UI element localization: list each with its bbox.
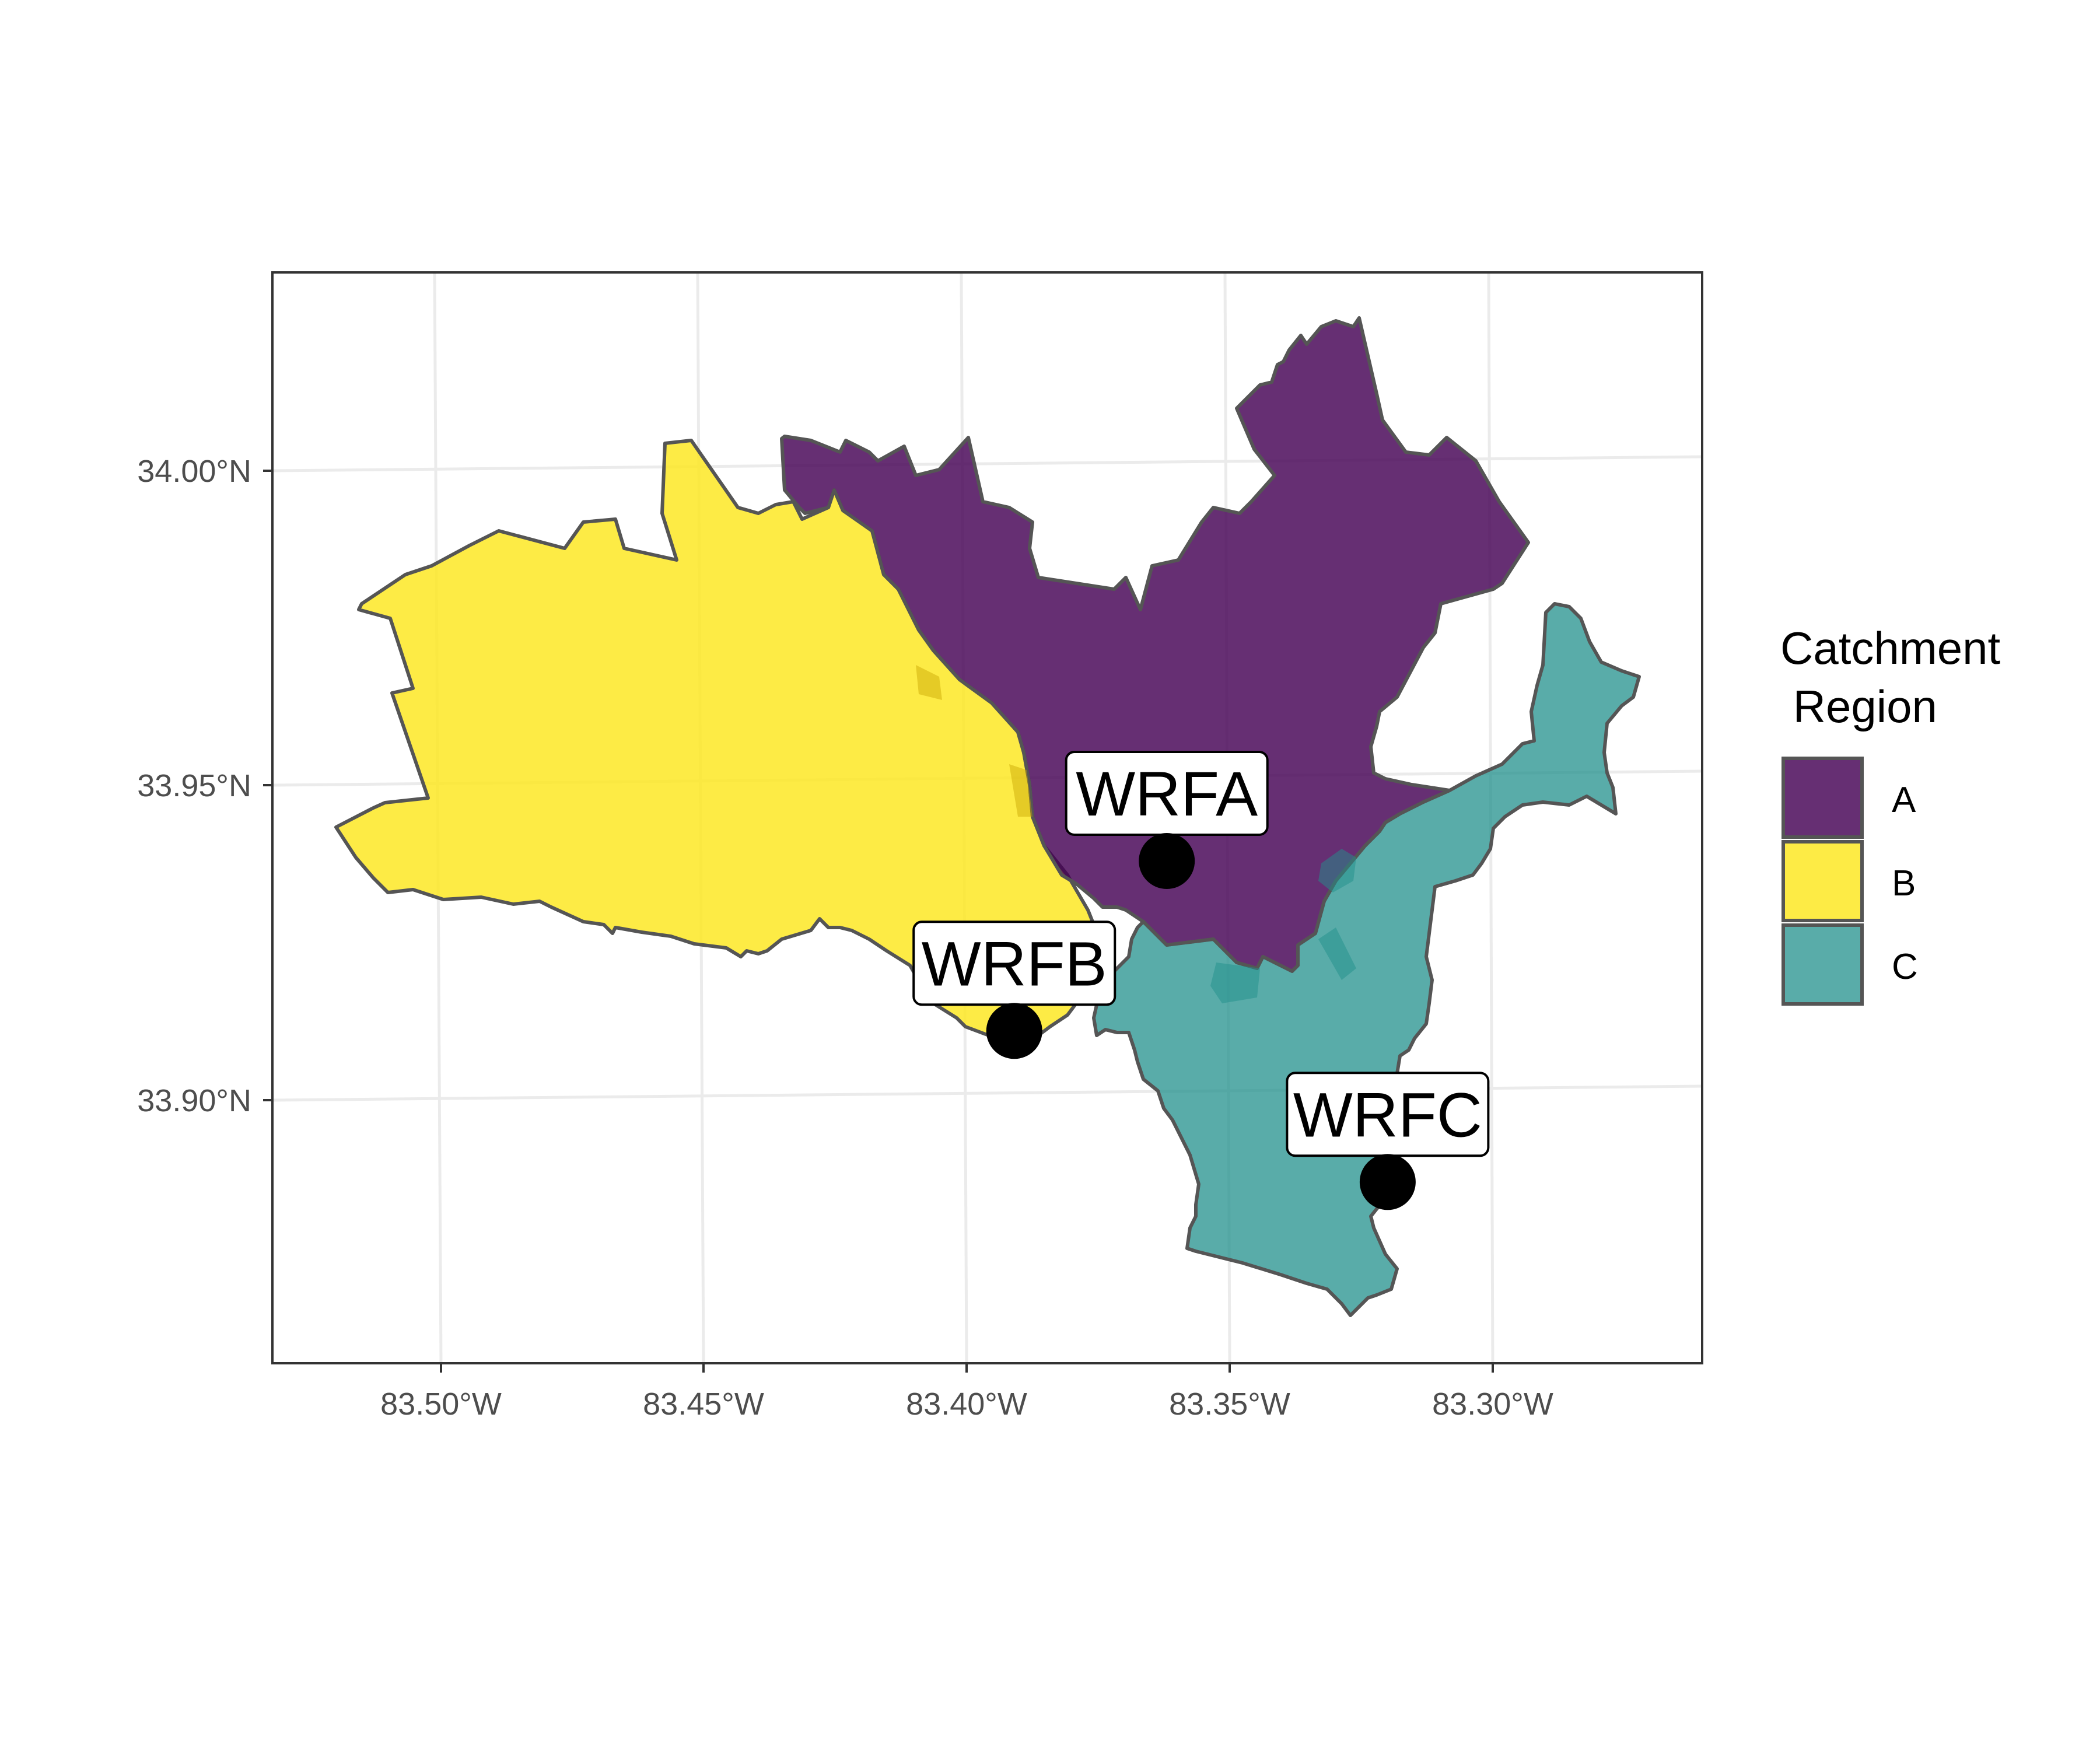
site-marker: [986, 1003, 1042, 1059]
site-label-text: WRFA: [1076, 758, 1258, 829]
legend-swatch-b: [1782, 840, 1864, 922]
site-marker: [1139, 832, 1195, 889]
legend-swatch-c: [1782, 923, 1864, 1006]
x-tick-label: 83.40°W: [906, 1387, 1027, 1422]
legend: Catchment Region A B C: [1780, 622, 2000, 1006]
x-tick-label: 83.35°W: [1169, 1387, 1290, 1422]
legend-swatch-a: [1782, 757, 1864, 839]
region-c: [1092, 602, 1641, 1317]
legend-label-b: B: [1892, 863, 1916, 904]
x-tick-label: 83.30°W: [1432, 1387, 1553, 1422]
y-tick-label: 33.95°N: [137, 768, 251, 803]
sites-layer: WRFA WRFB WRFC: [912, 750, 1490, 1210]
site-marker: [1359, 1154, 1416, 1210]
region-a: [780, 316, 1530, 973]
legend-title-line1: Catchment: [1780, 622, 2000, 674]
legend-label-c: C: [1892, 947, 1918, 987]
region-overlap: [1009, 764, 1032, 817]
region-overlap: [1318, 928, 1356, 980]
plot-panel-border: [271, 271, 1703, 1364]
x-tick-label: 83.45°W: [643, 1387, 764, 1422]
region-overlap: [1210, 963, 1260, 1003]
legend-label-a: A: [1892, 780, 1916, 820]
region-overlap: [1318, 849, 1356, 892]
y-tick-label: 34.00°N: [137, 454, 251, 489]
site-wrfc: WRFC: [1286, 1072, 1490, 1210]
site-wrfa: WRFA: [1065, 750, 1269, 889]
x-tick-label: 83.50°W: [380, 1387, 502, 1422]
site-wrfb: WRFB: [912, 921, 1116, 1059]
legend-title-line2: Region: [1780, 681, 1937, 732]
region-overlap: [916, 665, 942, 700]
x-axis-ticks: [440, 1363, 1494, 1373]
y-tick-label: 33.90°N: [137, 1083, 251, 1118]
site-label-text: WRFC: [1293, 1079, 1482, 1150]
y-axis-ticks: [263, 470, 272, 1101]
site-label-text: WRFB: [922, 928, 1107, 999]
